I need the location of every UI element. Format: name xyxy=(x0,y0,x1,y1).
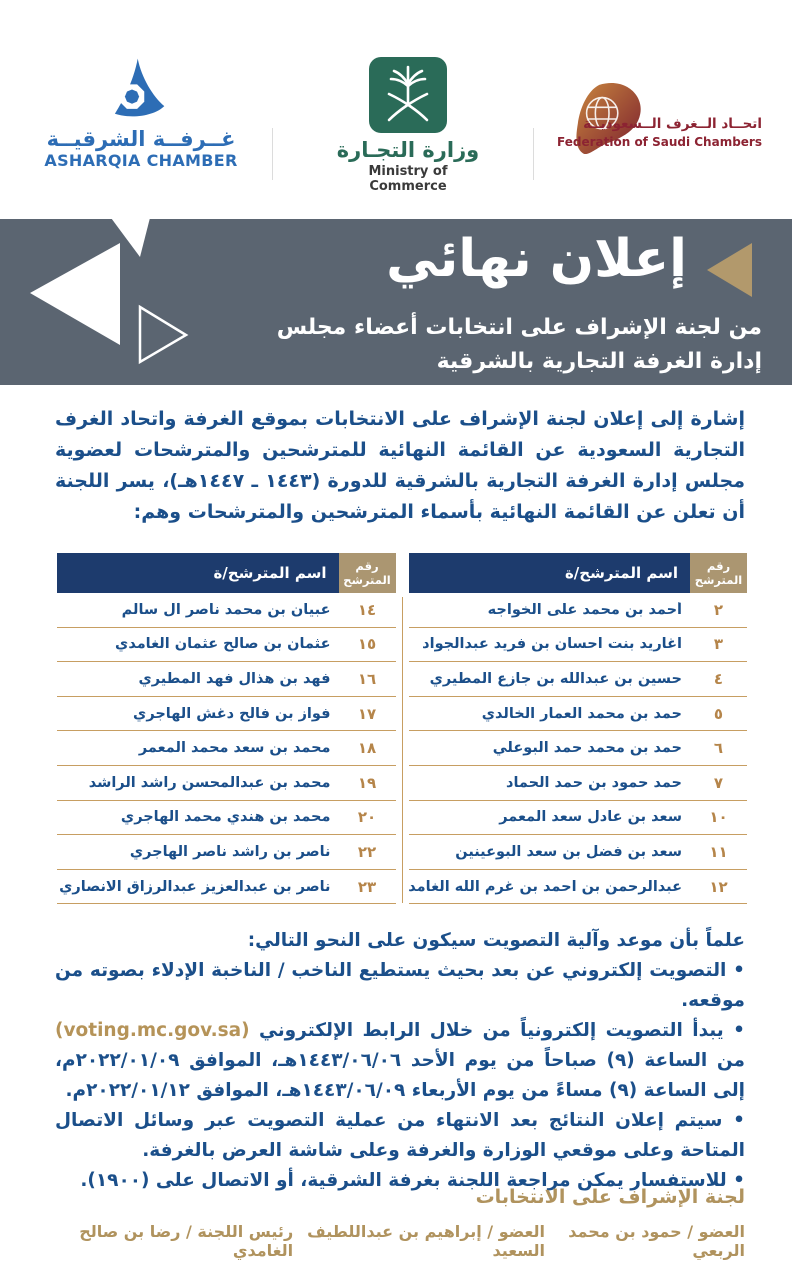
table-row: ١٥ عثمان بن صالح عثمان الغامدي xyxy=(57,628,396,663)
committee-heading: لجنة الإشراف على الانتخابات xyxy=(475,1186,745,1208)
candidate-name: سعد بن فضل بن سعد البوعينين xyxy=(455,843,682,860)
federation-globe-icon xyxy=(576,83,641,155)
federation-english-name: Federation of Saudi Chambers xyxy=(557,135,762,149)
saudi-emblem-icon xyxy=(369,57,447,133)
table-row: ١٧ فواز بن فالح دغش الهاجري xyxy=(57,697,396,732)
candidate-number: ١١ xyxy=(709,842,728,861)
voting-info-section: علماً بأن موعد وآلية التصويت سيكون على ا… xyxy=(55,926,745,1196)
candidate-name: محمد بن سعد محمد المعمر xyxy=(138,740,331,757)
asharqia-english-name: ASHARQIA CHAMBER xyxy=(44,151,238,170)
committee-signatures: العضو / حمود بن محمد الربعي العضو / إبرا… xyxy=(55,1222,745,1260)
voting-bullet-inquiries: • للاستفسار يمكن مراجعة اللجنة بغرفة الش… xyxy=(80,1170,745,1191)
candidate-name: حمد بن محمد حمد البوعلي xyxy=(492,740,682,757)
candidate-number: ١٥ xyxy=(357,635,377,654)
header-divider xyxy=(272,128,273,180)
candidate-number: ١٢ xyxy=(709,877,728,896)
name-column-header: اسم المترشح/ة xyxy=(57,553,339,593)
candidate-number: ٧ xyxy=(713,773,724,792)
candidate-name: حمد بن محمد العمار الخالدي xyxy=(481,705,682,722)
candidate-name: ناصر بن راشد ناصر الهاجري xyxy=(129,843,331,860)
candidate-name: فواز بن فالح دغش الهاجري xyxy=(133,705,331,722)
table-row: ١٩ محمد بن عبدالمحسن راشد الراشد xyxy=(57,766,396,801)
candidate-name: أحمد بن محمد على الخواجه xyxy=(487,601,682,618)
candidate-name: سعد بن عادل سعد المعمر xyxy=(499,809,682,826)
candidate-name: فهد بن هذال فهد المطيري xyxy=(138,670,331,687)
candidate-number: ٢٣ xyxy=(357,877,377,896)
candidate-number: ٢ xyxy=(713,600,724,619)
table-row: ١٤ عبيان بن محمد ناصر آل سالم xyxy=(57,593,396,628)
candidate-number: ١٧ xyxy=(357,704,377,723)
candidate-name: ناصر بن عبدالعزيز عبدالرزاق الانصاري xyxy=(59,878,331,895)
committee-member-1: العضو / حمود بن محمد الربعي xyxy=(568,1222,745,1260)
number-column-header: رقم المترشح xyxy=(690,553,747,593)
candidate-number: ٢٢ xyxy=(357,842,377,861)
candidate-number: ٥ xyxy=(713,704,724,723)
voting-bullet-results: • سيتم إعلان النتائج بعد الانتهاء من عمل… xyxy=(55,1110,745,1161)
table-row: ١٠ سعد بن عادل سعد المعمر xyxy=(408,801,747,836)
candidate-number: ٤ xyxy=(713,669,724,688)
table-row: ١٨ محمد بن سعد محمد المعمر xyxy=(57,731,396,766)
ministry-english-name: Ministry of Commerce xyxy=(368,164,448,194)
announcement-subtitle: من لجنة الإشراف على انتخابات أعضاء مجلس … xyxy=(276,315,762,374)
header-divider xyxy=(533,128,534,180)
announcement-title: إعلان نهائي xyxy=(386,229,687,289)
committee-member-2: العضو / إبراهيم بن عبداللطيف السعيد xyxy=(307,1222,546,1260)
number-column-header: رقم المترشح xyxy=(338,553,396,593)
asharqia-arabic-name: غــرفــة الشرقيــة xyxy=(46,127,236,151)
candidate-number: ١٤ xyxy=(357,600,377,619)
voting-bullet-schedule: • يبدأ التصويت إلكترونياً من خلال الرابط… xyxy=(55,1020,746,1101)
table-header: رقم المترشح اسم المترشح/ة xyxy=(408,553,747,593)
table-row: ٢ أحمد بن محمد على الخواجه xyxy=(408,593,747,628)
candidate-number: ١٨ xyxy=(357,739,377,758)
table-row: ٢٠ محمد بن هندي محمد الهاجري xyxy=(57,801,396,836)
asharqia-sail-icon xyxy=(114,58,164,117)
candidate-number: ٦ xyxy=(713,739,724,758)
candidate-number: ٣ xyxy=(713,635,724,654)
intro-paragraph: إشارة إلى إعلان لجنة الإشراف على الانتخا… xyxy=(55,408,745,523)
table-row: ٦ حمد بن محمد حمد البوعلي xyxy=(408,731,747,766)
gold-triangle-icon xyxy=(707,243,752,297)
asharqia-chamber-logo: غــرفــة الشرقيــة ASHARQIA CHAMBER xyxy=(43,55,239,170)
table-row: ١٦ فهد بن هذال فهد المطيري xyxy=(57,662,396,697)
candidate-name: عثمان بن صالح عثمان الغامدي xyxy=(115,636,331,653)
voting-link[interactable]: (voting.mc.gov.sa) xyxy=(55,1020,250,1041)
table-row: ٢٣ ناصر بن عبدالعزيز عبدالرزاق الانصاري xyxy=(57,870,396,905)
federation-of-saudi-chambers-logo: اتحــاد الــغرف الــسعوديــة Federation … xyxy=(557,80,792,172)
triangle-decoration-icon xyxy=(30,219,189,365)
table-row: ١١ سعد بن فضل بن سعد البوعينين xyxy=(408,835,747,870)
candidate-name: حسين بن عبدالله بن جازع المطيري xyxy=(429,670,682,687)
table-header: رقم المترشح اسم المترشح/ة xyxy=(57,553,396,593)
voting-heading: علماً بأن موعد وآلية التصويت سيكون على ا… xyxy=(247,930,745,951)
candidate-name: عبدالرحمن بن احمد بن غرم الله الغامدي xyxy=(408,878,683,895)
announcement-banner: إعلان نهائي من لجنة الإشراف على انتخابات… xyxy=(0,219,792,385)
ministry-arabic-name: وزارة التجـارة xyxy=(336,138,480,162)
candidates-table: رقم المترشح اسم المترشح/ة ٢ أحمد بن محمد … xyxy=(57,553,747,905)
candidate-name: عبيان بن محمد ناصر آل سالم xyxy=(121,601,331,618)
candidate-number: ١٦ xyxy=(357,669,377,688)
candidate-name: محمد بن هندي محمد الهاجري xyxy=(120,809,331,826)
name-column-header: اسم المترشح/ة xyxy=(408,553,690,593)
table-row: ٤ حسين بن عبدالله بن جازع المطيري xyxy=(408,662,747,697)
candidates-left-half: رقم المترشح اسم المترشح/ة ١٤ عبيان بن محم… xyxy=(57,553,396,905)
candidate-number: ٢٠ xyxy=(357,808,377,827)
table-row: ٣ اغاريد بنت احسان بن فريد عبدالجواد xyxy=(408,628,747,663)
table-row: ٥ حمد بن محمد العمار الخالدي xyxy=(408,697,747,732)
voting-bullet-remote: • التصويت إلكتروني عن بعد بحيث يستطيع ال… xyxy=(55,960,745,1011)
committee-chairman: رئيس اللجنة / رضا بن صالح الغامدي xyxy=(79,1222,294,1260)
candidate-number: ١٩ xyxy=(357,773,377,792)
candidates-right-half: رقم المترشح اسم المترشح/ة ٢ أحمد بن محمد … xyxy=(408,553,747,905)
candidate-name: اغاريد بنت احسان بن فريد عبدالجواد xyxy=(422,636,682,653)
table-row: ١٢ عبدالرحمن بن احمد بن غرم الله الغامدي xyxy=(408,870,747,905)
table-center-divider xyxy=(401,597,403,904)
table-row: ٢٢ ناصر بن راشد ناصر الهاجري xyxy=(57,835,396,870)
candidate-name: محمد بن عبدالمحسن راشد الراشد xyxy=(88,774,331,791)
candidate-number: ١٠ xyxy=(709,808,728,827)
ministry-of-commerce-logo: وزارة التجـارة Ministry of Commerce xyxy=(330,56,486,194)
federation-arabic-name: اتحــاد الــغرف الــسعوديــة xyxy=(583,116,762,132)
table-row: ٧ حمد حمود بن حمد الحماد xyxy=(408,766,747,801)
candidate-name: حمد حمود بن حمد الحماد xyxy=(506,774,682,791)
